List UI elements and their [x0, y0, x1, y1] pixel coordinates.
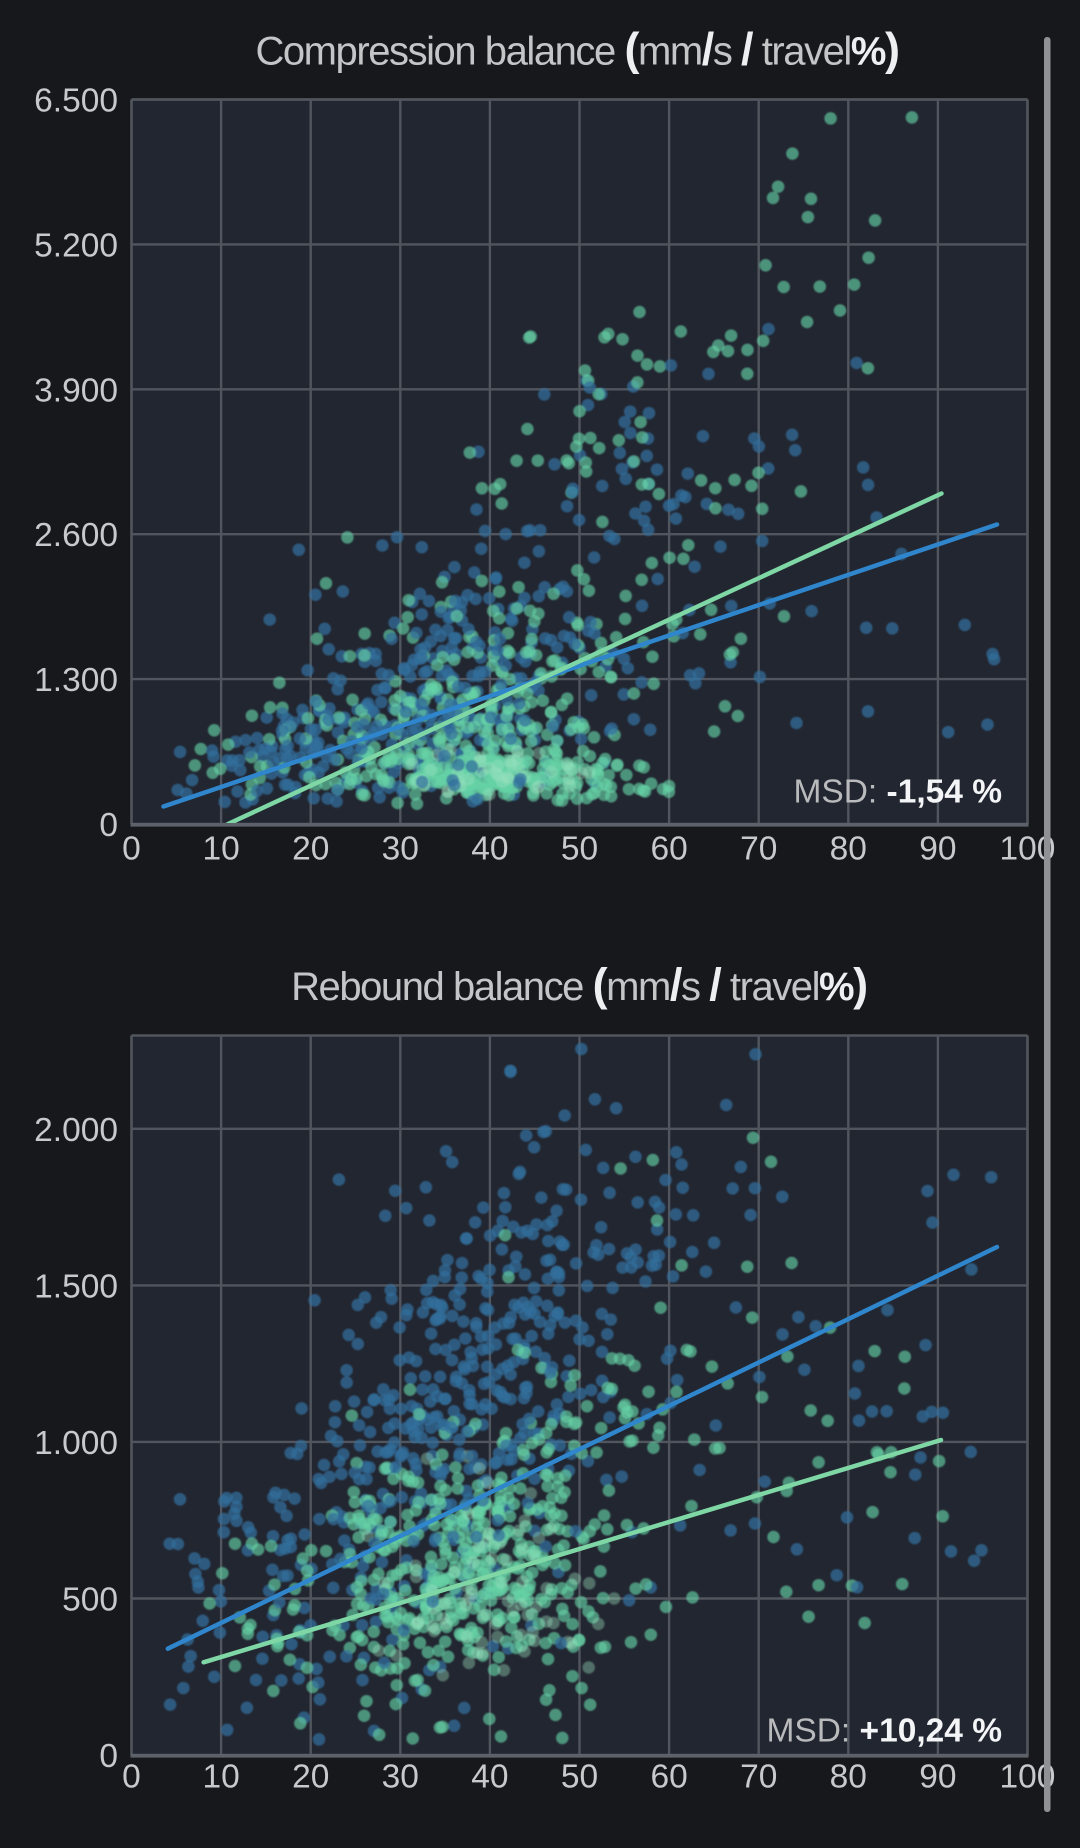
svg-text:60: 60	[650, 831, 687, 868]
svg-text:5.200: 5.200	[34, 227, 118, 264]
svg-text:3.900: 3.900	[34, 372, 118, 409]
svg-text:0: 0	[122, 831, 141, 868]
svg-text:MSD: +10,24 %: MSD: +10,24 %	[766, 1713, 1002, 1750]
svg-text:Compression balance (mm/s / tr: Compression balance (mm/s / travel%)	[255, 24, 898, 75]
svg-text:80: 80	[830, 831, 867, 868]
svg-text:70: 70	[740, 1759, 777, 1796]
svg-text:40: 40	[471, 831, 508, 868]
svg-text:0: 0	[99, 807, 118, 844]
svg-text:30: 30	[382, 831, 419, 868]
svg-text:500: 500	[62, 1582, 118, 1619]
svg-text:Rebound balance (mm/s / travel: Rebound balance (mm/s / travel%)	[291, 959, 867, 1010]
svg-text:1.500: 1.500	[34, 1268, 118, 1305]
svg-text:70: 70	[740, 831, 777, 868]
svg-text:6.500: 6.500	[34, 83, 118, 120]
svg-text:1.000: 1.000	[34, 1425, 118, 1462]
svg-text:80: 80	[830, 1759, 867, 1796]
svg-text:20: 20	[292, 1759, 329, 1796]
svg-text:90: 90	[919, 1759, 956, 1796]
svg-text:90: 90	[919, 831, 956, 868]
svg-text:60: 60	[650, 1759, 687, 1796]
svg-text:50: 50	[561, 831, 598, 868]
svg-text:0: 0	[99, 1738, 118, 1775]
svg-text:40: 40	[471, 1759, 508, 1796]
svg-text:10: 10	[202, 1759, 239, 1796]
svg-text:10: 10	[202, 831, 239, 868]
svg-text:MSD: -1,54 %: MSD: -1,54 %	[793, 774, 1002, 811]
svg-text:2.000: 2.000	[34, 1112, 118, 1149]
svg-text:30: 30	[382, 1759, 419, 1796]
svg-text:50: 50	[561, 1759, 598, 1796]
svg-text:0: 0	[122, 1759, 141, 1796]
svg-text:1.300: 1.300	[34, 662, 118, 699]
svg-text:2.600: 2.600	[34, 517, 118, 554]
svg-text:20: 20	[292, 831, 329, 868]
